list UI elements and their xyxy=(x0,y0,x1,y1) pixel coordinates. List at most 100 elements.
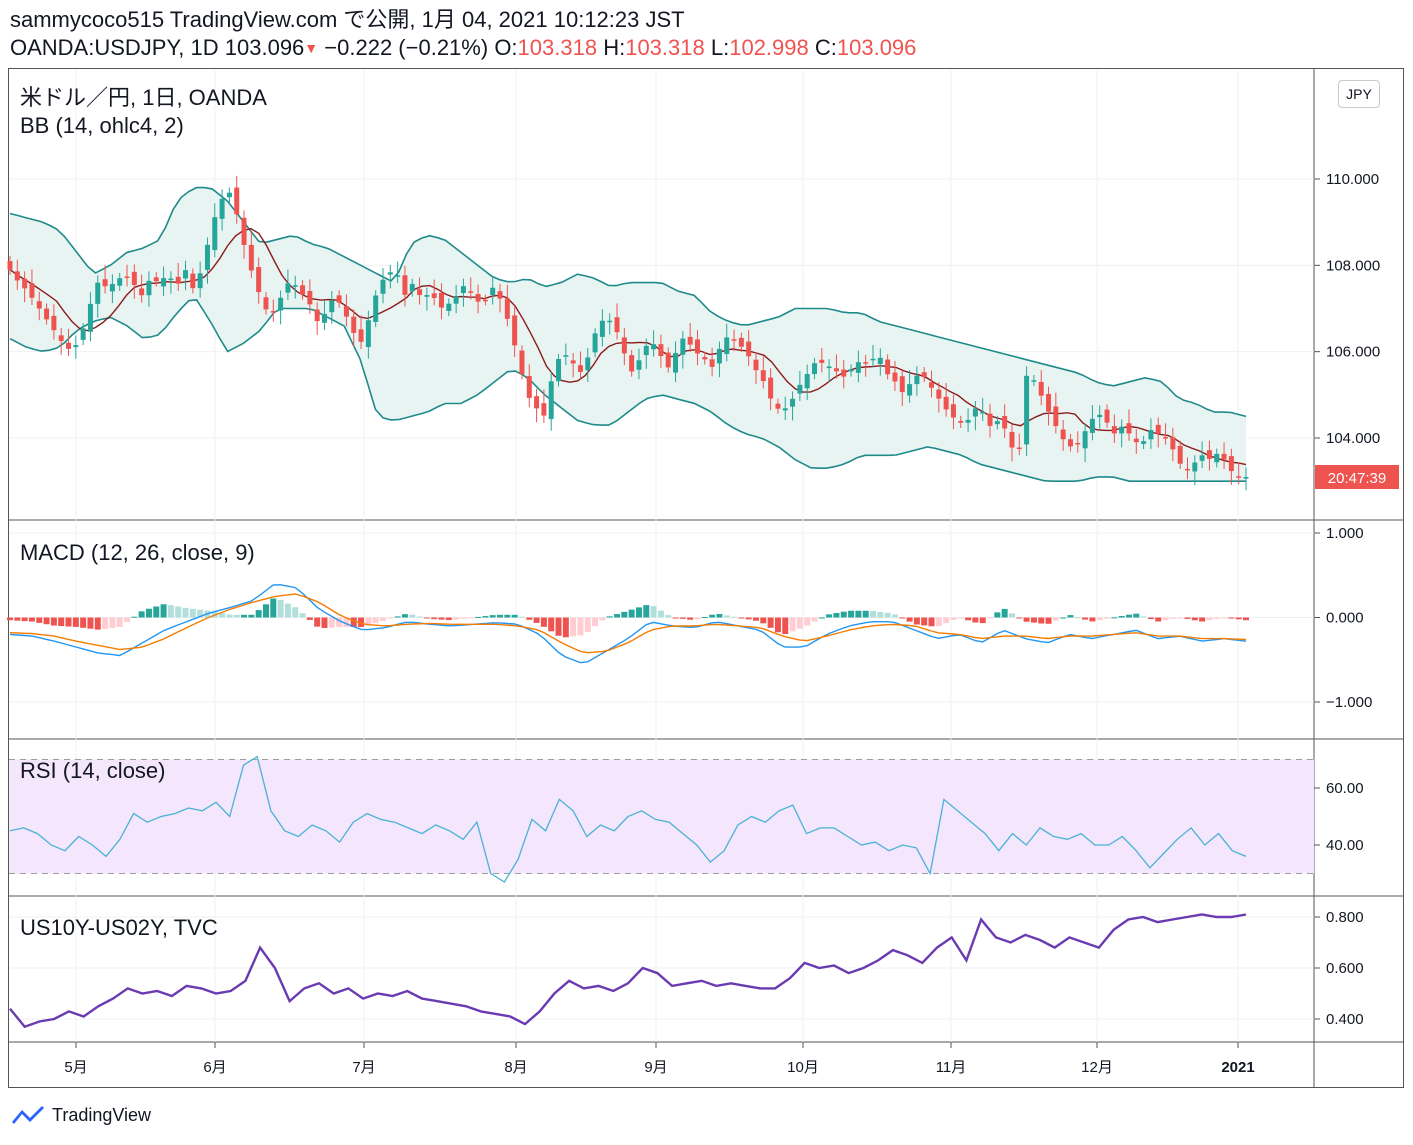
candle-body xyxy=(826,366,832,369)
candle-body xyxy=(1053,406,1059,427)
macd-histogram-bar xyxy=(657,610,664,618)
tradingview-logo[interactable]: TradingView xyxy=(10,1104,151,1126)
macd-histogram-bar xyxy=(1221,617,1228,619)
candle-body xyxy=(1104,409,1110,423)
candle-body xyxy=(738,337,744,347)
macd-histogram-bar xyxy=(1147,617,1154,620)
macd-histogram-bar xyxy=(182,607,189,618)
macd-histogram-bar xyxy=(972,617,979,623)
candle-body xyxy=(1038,381,1044,396)
macd-histogram-bar xyxy=(614,614,621,618)
candle-body xyxy=(753,359,759,371)
macd-histogram-bar xyxy=(782,617,789,635)
candle-body xyxy=(1046,393,1052,412)
candle-body xyxy=(972,408,978,417)
macd-histogram-bar xyxy=(102,617,109,629)
candle-body xyxy=(256,267,262,293)
rsi-line xyxy=(9,755,1247,883)
macd-histogram-bar xyxy=(592,617,599,627)
candle-body xyxy=(1075,442,1081,445)
macd-histogram-bar xyxy=(635,607,642,618)
macd-histogram-bar xyxy=(752,617,759,621)
candle-body xyxy=(139,288,145,296)
macd-histogram-bar xyxy=(789,617,796,632)
candle-body xyxy=(109,283,115,292)
candle-body xyxy=(58,335,64,341)
macd-histogram-bar xyxy=(767,617,774,628)
macd-histogram-bar xyxy=(58,617,65,627)
x-tick-label: 9月 xyxy=(644,1059,667,1076)
candle-body xyxy=(651,344,657,350)
candle-body xyxy=(87,303,93,332)
candle-body xyxy=(592,333,598,353)
candle-body xyxy=(797,384,803,394)
macd-histogram-bar xyxy=(679,617,686,619)
candle-body xyxy=(694,339,700,354)
macd-histogram-bar xyxy=(687,617,694,620)
macd-line xyxy=(9,584,1247,664)
candle-body xyxy=(1199,455,1205,461)
candle-body xyxy=(468,291,474,293)
candle-body xyxy=(987,413,993,426)
chart-canvas[interactable]: 110.000 108.000 106.000 104.000 1.000 0.000 −1… xyxy=(0,0,1413,1100)
currency-badge[interactable]: JPY xyxy=(1338,80,1380,108)
candle-body xyxy=(512,315,518,346)
macd-histogram-bar xyxy=(818,617,825,619)
candlesticks xyxy=(7,175,1249,491)
candle-body xyxy=(943,396,949,410)
macd-histogram-bar xyxy=(284,603,291,618)
signal-line xyxy=(9,593,1247,654)
candle-body xyxy=(716,348,722,364)
price-tick-label: 110.000 xyxy=(1326,171,1379,188)
macd-histogram-bar xyxy=(65,617,72,627)
candle-body xyxy=(1082,431,1088,449)
candle-body xyxy=(314,309,320,322)
candle-body xyxy=(907,384,913,396)
macd-histogram-bar xyxy=(1082,617,1089,620)
y-axis-ticks: 110.000 108.000 106.000 104.000 1.000 0.000 −1… xyxy=(1314,171,1380,1028)
macd-histogram-bar xyxy=(270,598,277,618)
candle-body xyxy=(877,357,883,364)
candle-body xyxy=(431,293,437,298)
candle-body xyxy=(1067,439,1073,447)
candle-body xyxy=(1192,462,1198,472)
macd-histogram-bar xyxy=(219,613,226,618)
candle-body xyxy=(1177,445,1183,464)
candle-body xyxy=(1002,415,1008,429)
macd-histogram-bar xyxy=(14,617,21,621)
candle-body xyxy=(212,217,218,251)
candle-body xyxy=(863,362,869,364)
rsi-title: RSI (14, close) xyxy=(20,758,166,783)
candle-body xyxy=(504,298,510,319)
macd-histogram-bar xyxy=(709,614,716,618)
macd-histogram-bar xyxy=(365,617,372,626)
macd-histogram-bar xyxy=(416,616,423,618)
candle-body xyxy=(329,300,335,313)
macd-histogram-bar xyxy=(197,609,204,618)
candle-body xyxy=(621,337,627,354)
macd-tick-label: 0.000 xyxy=(1326,610,1364,627)
macd-histogram-bar xyxy=(833,612,840,618)
macd-histogram-bar xyxy=(475,616,482,618)
macd-histogram-bar xyxy=(460,617,467,619)
macd-histogram-bar xyxy=(314,617,321,627)
macd-histogram-bar xyxy=(928,617,935,627)
macd-histogram-bar xyxy=(1228,617,1235,619)
candle-body xyxy=(365,320,371,347)
candle-body xyxy=(885,359,891,375)
candle-body xyxy=(848,369,854,372)
candle-body xyxy=(439,292,445,308)
macd-histogram-bar xyxy=(299,613,306,618)
macd-histogram-bar xyxy=(394,616,401,618)
candle-body xyxy=(680,338,686,355)
candle-body xyxy=(929,382,935,388)
macd-histogram-bar xyxy=(965,617,972,621)
macd-histogram-bar xyxy=(1155,617,1162,622)
candle-body xyxy=(1126,423,1132,434)
macd-histogram-bar xyxy=(643,605,650,618)
candle-body xyxy=(409,284,415,292)
x-tick-label: 11月 xyxy=(936,1059,967,1076)
candle-body xyxy=(1243,477,1249,479)
candle-body xyxy=(556,359,562,382)
candle-body xyxy=(687,336,693,345)
